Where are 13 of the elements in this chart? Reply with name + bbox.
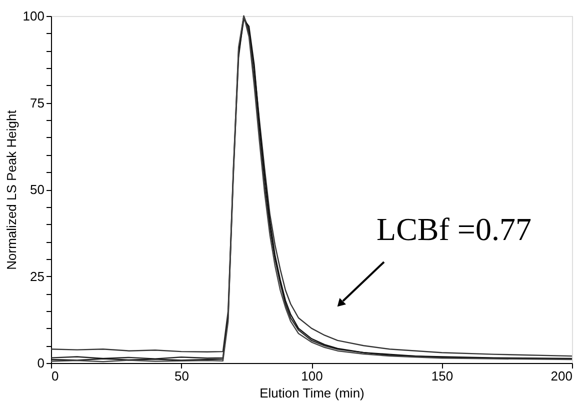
x-tick-label: 0	[52, 368, 59, 384]
x-tick-label: 100	[301, 368, 323, 384]
y-tick-label: 100	[22, 8, 44, 24]
y-tick-label: 50	[30, 182, 44, 197]
y-tick-label: 75	[30, 95, 44, 110]
x-tick-label: 200	[550, 368, 572, 384]
y-tick-label: 0	[37, 356, 44, 370]
x-axis-title: Elution Time (min)	[260, 386, 364, 400]
x-tick-label: 150	[431, 368, 454, 384]
x-tick-label: 50	[174, 368, 189, 384]
y-axis-title: Normalized LS Peak Height	[4, 110, 19, 270]
annotation: LCBf =0.77	[376, 211, 532, 247]
y-tick-label: 25	[30, 268, 44, 284]
